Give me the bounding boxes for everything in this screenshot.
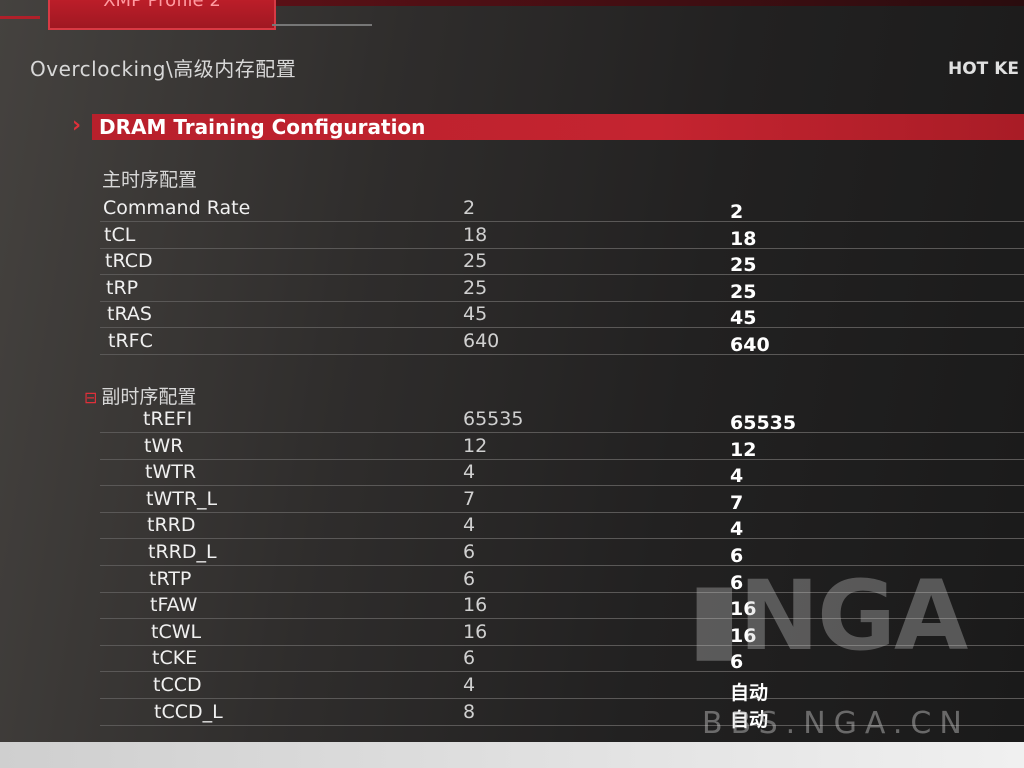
timing-current: 2 xyxy=(463,197,476,219)
timing-label: tRRD_L xyxy=(148,541,217,563)
timing-label: tRFC xyxy=(108,330,153,352)
timing-label: Command Rate xyxy=(103,197,251,219)
breadcrumb: Overclocking\高级内存配置 xyxy=(30,57,297,81)
timing-label: tWTR_L xyxy=(146,487,218,510)
timing-row[interactable]: tRCD 25 25 xyxy=(100,248,1024,277)
timing-label: tRCD xyxy=(105,250,153,273)
timing-label: tRRD xyxy=(147,514,196,537)
watermark-logo: ▮NGA xyxy=(688,560,968,672)
timing-row[interactable]: tREFI 65535 65535 xyxy=(100,406,1024,434)
timing-row[interactable]: Command Rate 2 2 xyxy=(100,195,1024,223)
divider xyxy=(272,24,372,26)
collapse-box-icon[interactable]: ⊟ xyxy=(84,388,98,407)
timing-label: tCCD xyxy=(153,674,202,696)
timing-current: 6 xyxy=(463,541,476,563)
tab-xmp-profile[interactable]: XMP Profile 2 xyxy=(48,0,276,30)
timing-label: tFAW xyxy=(150,594,198,617)
timing-current: 8 xyxy=(463,700,476,723)
timing-current: 16 xyxy=(463,620,488,643)
timing-value[interactable]: 25 xyxy=(730,280,757,303)
timing-value[interactable]: 65535 xyxy=(730,412,797,434)
timing-value[interactable]: 6 xyxy=(730,651,744,674)
timing-value[interactable]: 18 xyxy=(730,227,757,250)
timing-label: tRTP xyxy=(149,567,192,590)
top-decoration xyxy=(0,0,1024,22)
timing-label: tCWL xyxy=(151,620,202,643)
secondary-title: 副时序配置 xyxy=(101,386,197,408)
timing-current: 640 xyxy=(463,330,500,352)
timing-row[interactable]: tCWL 16 16 xyxy=(100,619,1024,647)
timing-label: tCCD_L xyxy=(154,700,223,723)
timing-label: tCKE xyxy=(152,647,198,670)
timing-label: tCL xyxy=(104,223,136,246)
chevron-right-icon: › xyxy=(72,113,82,138)
timing-value[interactable]: 自动 xyxy=(730,682,769,704)
timing-value[interactable]: 25 xyxy=(730,254,757,277)
timing-row[interactable]: tFAW 16 16 xyxy=(100,592,1024,621)
timing-value[interactable]: 6 xyxy=(730,571,744,594)
timing-label: tWR xyxy=(144,434,184,457)
primary-timings-header: 主时序配置 xyxy=(102,169,198,191)
timing-label: tRAS xyxy=(107,303,152,326)
timing-current: 16 xyxy=(463,594,488,617)
timing-current: 45 xyxy=(463,303,488,326)
timing-value[interactable]: 7 xyxy=(730,491,744,514)
timing-row[interactable]: tRRD 4 4 xyxy=(100,512,1024,541)
timing-value[interactable]: 4 xyxy=(730,465,744,488)
timing-value[interactable]: 自动 xyxy=(730,708,769,731)
timing-row[interactable]: tWTR 4 4 xyxy=(100,459,1024,488)
timing-row[interactable]: tCCD_L 8 自动 xyxy=(100,699,1024,731)
timing-row[interactable]: tRRD_L 6 6 xyxy=(100,539,1024,567)
timing-current: 25 xyxy=(463,276,488,299)
timing-current: 18 xyxy=(463,223,488,246)
timing-row[interactable]: tWR 12 12 xyxy=(100,433,1024,461)
timing-label: tWTR xyxy=(145,461,197,484)
timing-row[interactable]: tWTR_L 7 7 xyxy=(100,486,1024,514)
timing-current: 6 xyxy=(463,567,476,590)
timing-current: 4 xyxy=(463,514,476,537)
timing-current: 25 xyxy=(463,250,488,273)
section-title: DRAM Training Configuration xyxy=(99,115,426,139)
timing-value[interactable]: 12 xyxy=(730,438,757,461)
timing-row[interactable]: tCL 18 18 xyxy=(100,222,1024,250)
timing-current: 6 xyxy=(463,647,476,670)
timing-value[interactable]: 2 xyxy=(730,201,744,223)
timing-label: tRP xyxy=(106,276,139,299)
timing-current: 65535 xyxy=(463,408,524,430)
secondary-timings-header[interactable]: ⊟ 副时序配置 xyxy=(84,382,196,409)
photo-edge xyxy=(0,742,1024,768)
timing-row[interactable]: tRTP 6 6 xyxy=(100,566,1024,594)
timing-row[interactable]: tRFC 640 640 xyxy=(100,328,1024,356)
watermark-url: BBS.NGA.CN xyxy=(702,706,970,741)
timing-current: 4 xyxy=(463,674,476,696)
timing-row[interactable]: tCKE 6 6 xyxy=(100,645,1024,674)
dram-training-config-item[interactable]: DRAM Training Configuration xyxy=(92,114,1024,140)
timing-row[interactable]: tRAS 45 45 xyxy=(100,301,1024,330)
hotkey-button[interactable]: HOT KE xyxy=(948,59,1019,79)
timing-value[interactable]: 16 xyxy=(730,598,757,621)
timing-value[interactable]: 6 xyxy=(730,545,744,567)
timing-row[interactable]: tCCD 4 自动 xyxy=(100,672,1024,704)
timing-row[interactable]: tRP 25 25 xyxy=(100,275,1024,303)
timing-current: 7 xyxy=(463,487,476,510)
timing-value[interactable]: 4 xyxy=(730,518,744,541)
timing-label: tREFI xyxy=(143,408,193,430)
timing-value[interactable]: 45 xyxy=(730,307,757,330)
timing-value[interactable]: 16 xyxy=(730,624,757,647)
timing-current: 12 xyxy=(463,434,488,457)
timing-current: 4 xyxy=(463,461,476,484)
timing-value[interactable]: 640 xyxy=(730,334,770,356)
